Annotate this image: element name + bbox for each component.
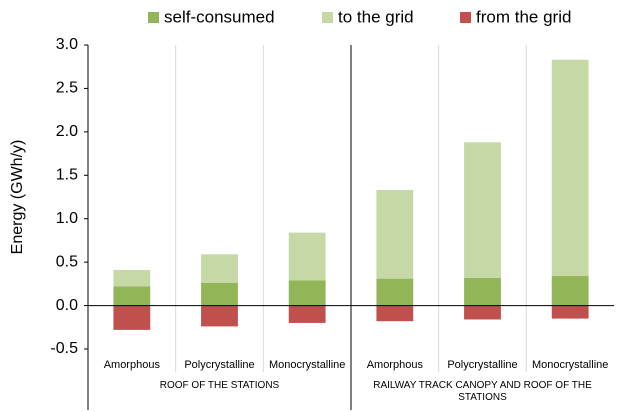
bar-segment [376, 190, 414, 279]
bar-segment [288, 280, 326, 306]
x-tick-label: Polycrystalline [447, 359, 517, 371]
bar-segment [201, 282, 238, 306]
bar-segment [464, 277, 501, 306]
legend-label: from the grid [476, 7, 571, 26]
x-tick-label: Polycrystalline [184, 359, 254, 371]
bar-segment [551, 305, 589, 319]
group-label: ROOF OF THE STATIONS [159, 380, 280, 391]
y-tick-label: 1.5 [56, 167, 78, 184]
bar-segment [288, 232, 326, 281]
legend-label: to the grid [338, 7, 414, 26]
group-label: RAILWAY TRACK CANOPY AND ROOF OF THE STA… [373, 380, 592, 403]
y-tick-label: 1.0 [56, 210, 78, 227]
bar-segment [464, 305, 501, 320]
bar-segment [551, 276, 589, 306]
x-tick-label: Amorphous [104, 359, 161, 371]
legend-swatch [460, 12, 471, 23]
group-label-box: ROOF OF THE STATIONS [159, 380, 280, 391]
bar-segment [113, 269, 151, 287]
bar-segment [113, 305, 151, 330]
bar-segment [376, 278, 414, 306]
bar-segment [201, 305, 238, 327]
x-tick-label: Monocrystalline [532, 359, 608, 371]
group-label-box: RAILWAY TRACK CANOPY AND ROOF OF THE STA… [373, 380, 592, 403]
y-tick-label: 0.5 [56, 253, 78, 270]
x-tick-label: Amorphous [367, 359, 424, 371]
y-tick-label: 2.5 [56, 80, 78, 97]
bar-segment [376, 305, 414, 322]
y-tick-label: 3.0 [56, 36, 78, 53]
bar-segment [551, 59, 589, 277]
bar-segment [201, 254, 238, 283]
bar-segment [113, 286, 151, 306]
y-tick-label: 0.0 [56, 297, 78, 314]
y-tick-label: -0.5 [50, 340, 78, 357]
y-axis-label: Energy (GWh/y) [9, 140, 26, 255]
legend-label: self-consumed [164, 7, 275, 26]
legend-swatch [322, 12, 333, 23]
x-tick-label: Monocrystalline [269, 359, 345, 371]
bar-segment [464, 142, 501, 278]
bar-segment [288, 305, 326, 323]
y-tick-label: 2.0 [56, 123, 78, 140]
legend-swatch [148, 12, 159, 23]
